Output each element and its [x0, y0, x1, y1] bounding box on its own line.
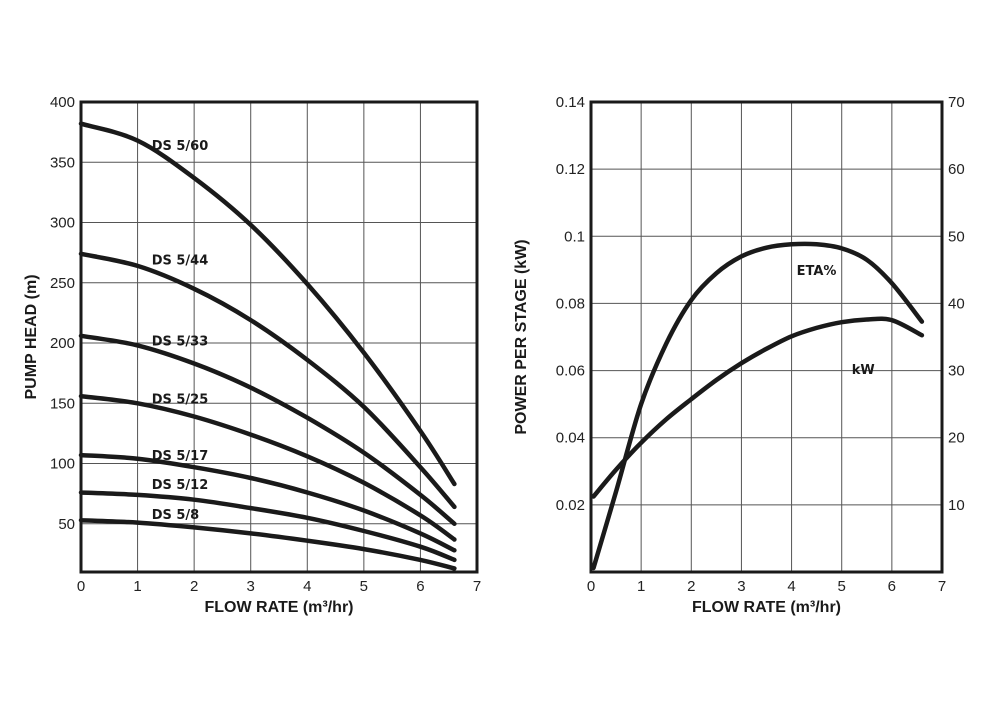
- series-line: [78, 121, 457, 487]
- x-axis-label: FLOW RATE (m³/hr): [692, 599, 841, 616]
- series-label: DS 5/60: [152, 139, 209, 154]
- y-tick-label: 50: [58, 516, 75, 533]
- series-label: DS 5/25: [152, 392, 209, 407]
- y-tick-label: 100: [50, 456, 75, 473]
- y2-tick-label: 30: [948, 363, 965, 380]
- x-tick-label: 7: [938, 578, 946, 595]
- series-line: [591, 316, 925, 499]
- series-line: [591, 241, 925, 571]
- x-axis-label: FLOW RATE (m³/hr): [204, 599, 353, 616]
- x-tick-label: 6: [416, 578, 424, 595]
- x-tick-label: 7: [473, 578, 481, 595]
- y-tick-label: 0.14: [556, 94, 585, 111]
- series-label: ETA%: [797, 264, 837, 279]
- y-tick-label: 200: [50, 335, 75, 352]
- x-tick-label: 0: [587, 578, 595, 595]
- y-tick-label: 350: [50, 154, 75, 171]
- x-tick-label: 5: [838, 578, 846, 595]
- x-tick-label: 0: [77, 578, 85, 595]
- y-axis-label: PUMP HEAD (m): [23, 274, 40, 399]
- x-tick-label: 1: [637, 578, 645, 595]
- y-tick-label: 0.12: [556, 161, 585, 178]
- series-label: DS 5/44: [152, 254, 209, 269]
- y2-tick-label: 50: [948, 228, 965, 245]
- y2-tick-label: 20: [948, 430, 965, 447]
- x-tick-label: 4: [787, 578, 795, 595]
- plot-frame: [589, 100, 944, 574]
- y2-tick-label: 70: [948, 94, 965, 111]
- y-tick-label: 0.06: [556, 363, 585, 380]
- y-tick-label: 250: [50, 275, 75, 292]
- series-line: [78, 333, 457, 527]
- series-label: DS 5/33: [152, 334, 209, 349]
- x-tick-label: 6: [888, 578, 896, 595]
- series-line: [78, 393, 457, 542]
- series-label: DS 5/17: [152, 449, 209, 464]
- head-vs-flow-chart: 0 1 2 3 4 5 6 7 50 100 150 200 250 300 350 400 DS 5/60 DS…: [23, 94, 481, 616]
- x-tick-label: 2: [687, 578, 695, 595]
- y2-tick-label: 10: [948, 497, 965, 514]
- y-tick-label: 0.1: [564, 228, 585, 245]
- y-axis-label: POWER PER STAGE (kW): [513, 239, 530, 434]
- series-line: [78, 452, 457, 553]
- x-tick-label: 1: [133, 578, 141, 595]
- series-label: DS 5/8: [152, 508, 200, 523]
- x-tick-label: 4: [303, 578, 311, 595]
- y-tick-label: 300: [50, 215, 75, 232]
- series-line: [78, 517, 457, 571]
- y2-tick-label: 40: [948, 295, 965, 312]
- x-tick-label: 2: [190, 578, 198, 595]
- y-tick-label: 150: [50, 395, 75, 412]
- series-label: DS 5/12: [152, 478, 209, 493]
- x-tick-label: 3: [247, 578, 255, 595]
- series-label: kW: [852, 363, 875, 378]
- y-tick-label: 0.04: [556, 430, 585, 447]
- series-line: [78, 251, 457, 510]
- power-vs-flow-chart: 0 1 2 3 4 5 6 7 0.02 0.04 0.06 0.08 0.1 0.12 0.14 10 20 3…: [513, 94, 965, 616]
- x-tick-label: 5: [360, 578, 368, 595]
- y-tick-label: 0.02: [556, 497, 585, 514]
- x-tick-label: 3: [737, 578, 745, 595]
- series-line: [78, 490, 457, 563]
- y-tick-label: 400: [50, 94, 75, 111]
- y-tick-label: 0.08: [556, 295, 585, 312]
- y2-tick-label: 60: [948, 161, 965, 178]
